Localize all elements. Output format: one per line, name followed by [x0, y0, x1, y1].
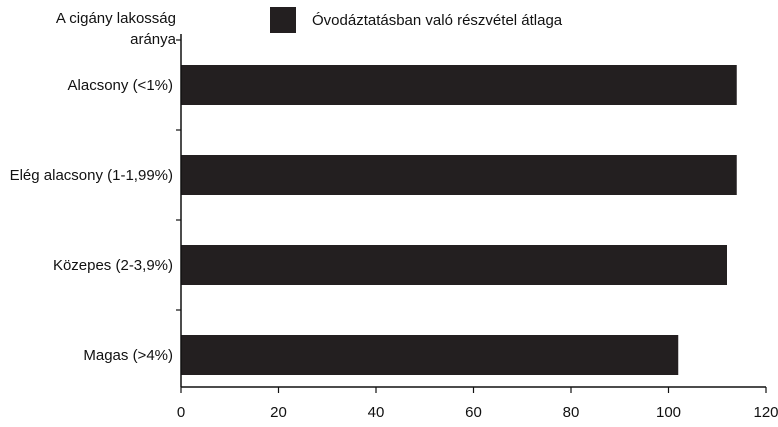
y-axis-title-line-2: aránya — [130, 31, 176, 48]
category-label: Közepes (2-3,9%) — [53, 257, 173, 274]
category-label: Magas (>4%) — [83, 347, 173, 364]
bar — [181, 335, 679, 375]
x-tick-label: 80 — [563, 404, 580, 421]
x-tick-label: 40 — [368, 404, 385, 421]
legend-swatch — [270, 7, 296, 33]
bar — [181, 245, 727, 285]
category-label: Alacsony (<1%) — [68, 77, 173, 94]
category-label: Elég alacsony (1-1,99%) — [10, 167, 173, 184]
legend-label: Óvodáztatásban való részvétel átlaga — [312, 11, 563, 29]
x-tick-label: 60 — [465, 404, 482, 421]
chart-legend: Óvodáztatásban való részvétel átlaga — [270, 7, 562, 33]
x-tick-label: 100 — [656, 404, 681, 421]
bar — [181, 65, 737, 105]
x-tick-label: 120 — [753, 404, 778, 421]
bar — [181, 155, 737, 195]
x-tick-label: 20 — [270, 404, 287, 421]
y-axis-title-line-1: A cigány lakosság — [55, 10, 176, 27]
x-tick-label: 0 — [177, 404, 185, 421]
